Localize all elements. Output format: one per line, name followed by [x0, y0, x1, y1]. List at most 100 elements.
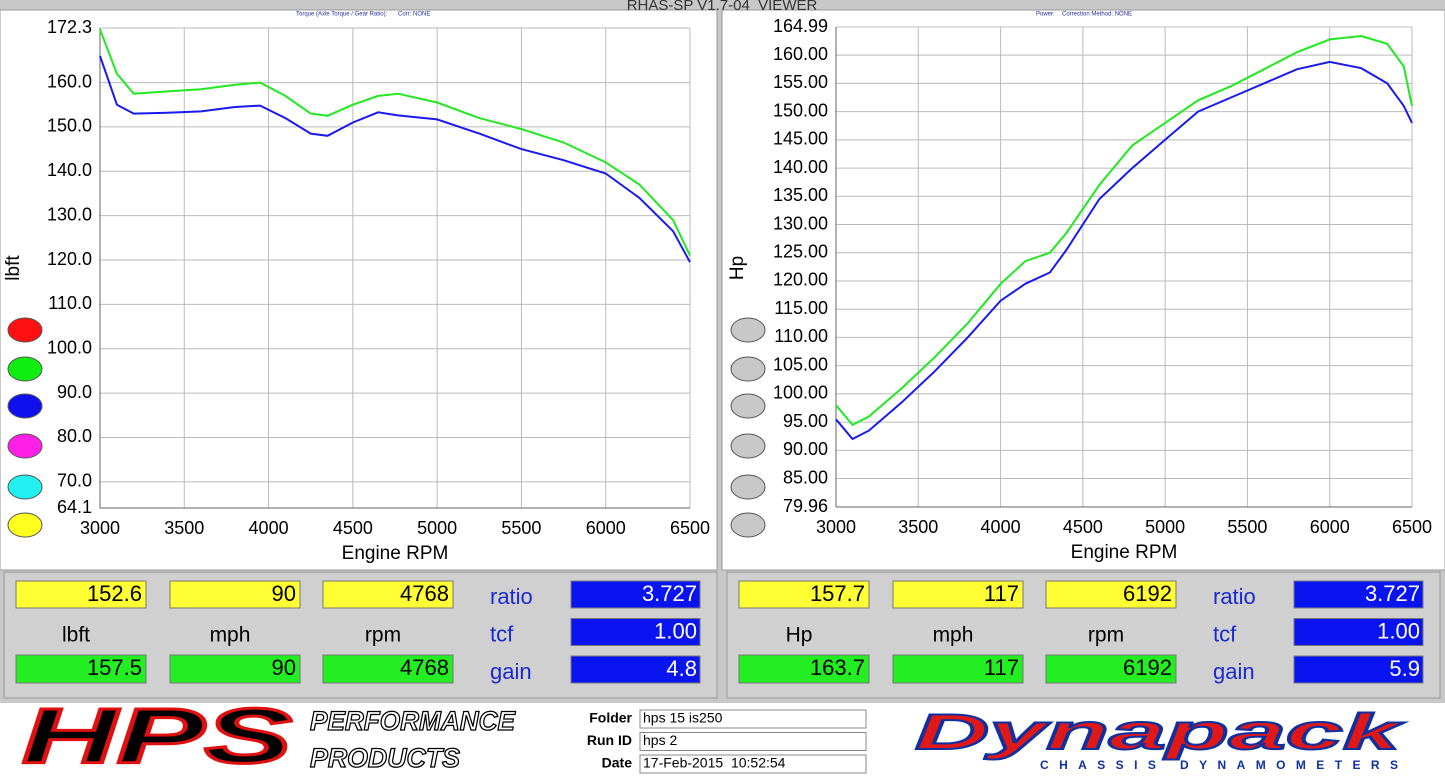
field-label: Date — [602, 755, 633, 771]
chart-subtitle: Power: — [1036, 12, 1055, 18]
field-value: hps 15 is250 — [643, 710, 723, 726]
y-tick-label: 160.0 — [47, 71, 92, 91]
readout-value: 117 — [984, 581, 1019, 606]
y-tick-label: 120.00 — [773, 270, 828, 290]
run-dot[interactable] — [7, 433, 43, 459]
y-axis-title: lbft — [3, 255, 24, 281]
field-label: Run ID — [587, 732, 632, 748]
readout-value: 157.7 — [810, 581, 865, 606]
readout-box — [738, 580, 870, 609]
param-box — [570, 655, 701, 684]
param-label: ratio — [1213, 584, 1256, 609]
readout-box — [15, 580, 147, 609]
param-label: gain — [1213, 659, 1255, 684]
x-tick-label: 3000 — [816, 517, 856, 537]
series-line — [835, 60, 1413, 441]
readout-box — [169, 580, 301, 609]
y-tick-label: 140.00 — [773, 157, 828, 177]
x-tick-label: 6500 — [670, 518, 710, 538]
param-value: 3.727 — [1365, 581, 1420, 606]
run-dot[interactable] — [730, 356, 766, 382]
x-tick-label: 5500 — [501, 518, 541, 538]
readout-value: 152.6 — [87, 581, 142, 606]
run-dot[interactable] — [730, 433, 766, 459]
run-dot[interactable] — [7, 317, 43, 343]
param-box — [1293, 580, 1424, 609]
y-tick-label: 100.0 — [47, 337, 92, 357]
y-tick-label: 70.0 — [57, 471, 92, 491]
series-line — [99, 28, 691, 257]
y-tick-label: 135.00 — [773, 185, 828, 205]
param-box — [570, 580, 701, 609]
param-label: gain — [490, 659, 532, 684]
param-box — [570, 618, 701, 646]
readout-value: 90 — [272, 655, 296, 680]
y-tick-label: 140.0 — [47, 160, 92, 180]
readout-box — [1045, 654, 1177, 684]
series-line — [99, 55, 691, 263]
x-tick-label: 4500 — [333, 518, 373, 538]
readout-box — [892, 654, 1024, 684]
param-value: 5.9 — [1389, 656, 1420, 681]
y-tick-label: 150.00 — [773, 100, 828, 120]
x-tick-label: 5500 — [1227, 517, 1267, 537]
y-tick-label: 100.00 — [773, 383, 828, 403]
run-dot[interactable] — [7, 474, 43, 500]
param-value: 4.8 — [666, 656, 697, 681]
run-dot[interactable] — [7, 512, 43, 538]
readout-unit: rpm — [365, 624, 401, 647]
y-tick-label: 155.00 — [773, 72, 828, 92]
y-tick-label: 110.00 — [774, 326, 828, 346]
readout-unit: Hp — [786, 624, 813, 647]
run-dot[interactable] — [730, 393, 766, 419]
dynapack-logo: Dynapack — [915, 704, 1404, 760]
readout-unit: rpm — [1088, 624, 1124, 647]
y-axis-title: Hp — [727, 256, 748, 280]
param-label: tcf — [1213, 621, 1237, 646]
run-dot[interactable] — [730, 512, 766, 538]
readout-box — [169, 654, 301, 684]
y-tick-label: 130.00 — [773, 213, 828, 233]
chart-subtitle: Corr: NONE — [398, 12, 430, 18]
y-tick-label: 125.00 — [773, 241, 828, 261]
param-value: 1.00 — [654, 618, 697, 643]
series-line — [835, 34, 1413, 427]
run-dot[interactable] — [730, 474, 766, 500]
readout-value: 90 — [272, 581, 296, 606]
x-tick-label: 6000 — [1310, 517, 1350, 537]
field-box — [639, 754, 867, 774]
run-dot[interactable] — [7, 356, 43, 382]
readout-value: 6192 — [1123, 655, 1172, 680]
y-tick-label: 164.99 — [773, 16, 828, 36]
y-tick-label: 160.00 — [773, 44, 828, 64]
field-box — [639, 732, 867, 751]
readout-value: 6192 — [1123, 581, 1172, 606]
window-title: RHAS-SP V1.7-04 VIEWER — [627, 0, 818, 14]
readout-value: 4768 — [400, 581, 449, 606]
readout-value: 157.5 — [87, 655, 142, 680]
readout-unit: mph — [210, 624, 251, 647]
readout-box — [892, 580, 1024, 609]
x-tick-label: 5000 — [1145, 517, 1185, 537]
power-panel — [721, 9, 1445, 571]
hps-logo-text: PRODUCTS — [310, 743, 460, 773]
param-value: 1.00 — [1377, 618, 1420, 643]
y-tick-label: 95.00 — [783, 411, 828, 431]
y-tick-label: 110.0 — [48, 293, 92, 313]
y-tick-label: 85.00 — [783, 467, 828, 487]
hps-logo-text: PERFORMANCE — [310, 706, 516, 736]
readout-box — [15, 654, 147, 684]
readout-box — [1045, 580, 1177, 609]
x-tick-label: 6500 — [1392, 517, 1432, 537]
x-tick-label: 3500 — [898, 517, 938, 537]
readout-box — [322, 580, 454, 609]
field-value: 17-Feb-2015 10:52:54 — [643, 755, 786, 771]
y-tick-label: 145.00 — [773, 129, 828, 149]
field-box — [639, 709, 867, 729]
run-dot[interactable] — [730, 317, 766, 343]
param-box — [1293, 655, 1424, 684]
param-label: tcf — [490, 621, 514, 646]
run-dot[interactable] — [7, 393, 43, 419]
x-tick-label: 3000 — [80, 518, 120, 538]
